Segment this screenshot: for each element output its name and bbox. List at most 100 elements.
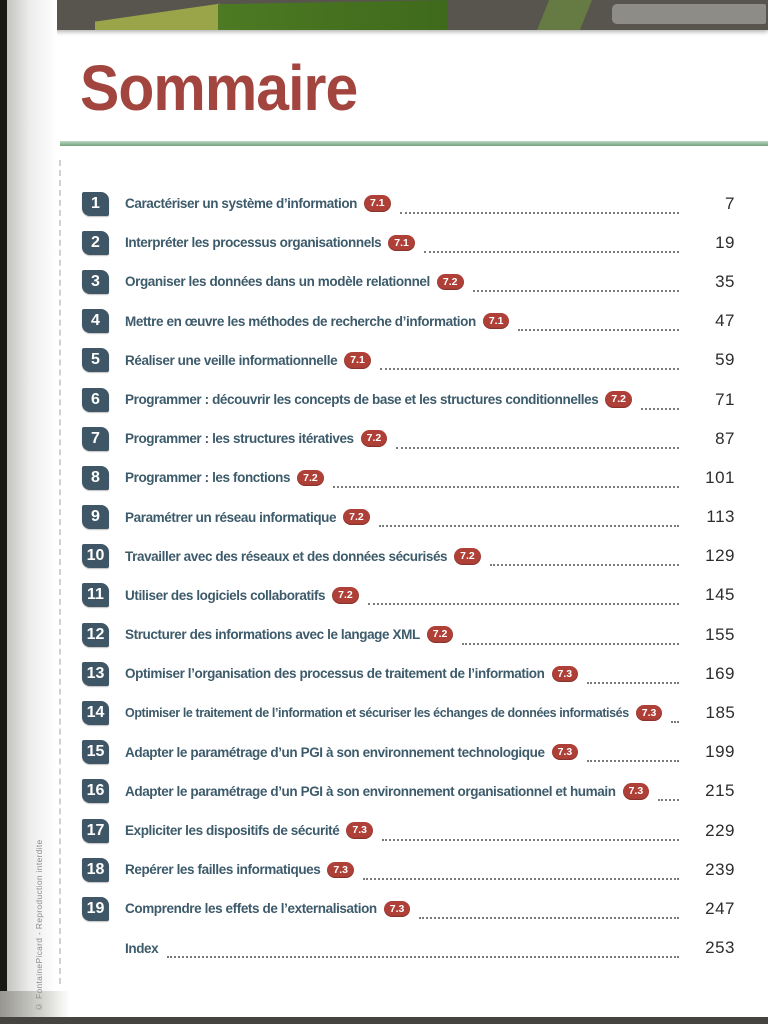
chapter-title: Travailler avec des réseaux et des donné… xyxy=(125,548,448,564)
chapter-title: Repérer les failles informatiques xyxy=(125,862,321,878)
scan-corner-bottom-left xyxy=(0,991,70,1017)
table-of-contents: 1 Caractériser un système d’information … xyxy=(82,184,735,968)
dotted-leader xyxy=(462,625,679,645)
toc-entry: 4 Mettre en œuvre les méthodes de recher… xyxy=(82,302,735,341)
page-title: Sommaire xyxy=(80,52,358,124)
page-number: 155 xyxy=(705,624,735,644)
toc-entry: 18 Repérer les failles informatiques 7.3… xyxy=(82,850,735,889)
page-number: 87 xyxy=(715,428,735,448)
competency-level-badge: 7.3 xyxy=(551,665,579,683)
chapter-number-badge: 5 xyxy=(82,348,109,373)
dotted-leader xyxy=(363,860,679,880)
page-number: 185 xyxy=(705,703,736,723)
toc-entry: 16 Adapter le paramétrage d’un PGI à son… xyxy=(82,772,735,811)
competency-level-badge: 7.2 xyxy=(343,508,370,526)
chapter-title: Programmer : les structures itératives xyxy=(125,431,354,447)
chapter-number-badge: 2 xyxy=(82,230,109,255)
dotted-leader xyxy=(640,390,679,410)
page-number: 145 xyxy=(705,585,735,605)
title-divider-rule xyxy=(60,141,768,146)
toc-entry: Index 253 xyxy=(82,929,735,968)
dotted-leader xyxy=(518,311,679,332)
competency-level-badge: 7.3 xyxy=(327,861,354,879)
page-number: 19 xyxy=(715,232,735,252)
chapter-number-badge: 13 xyxy=(82,661,109,686)
chapter-title: Structurer des informations avec le lang… xyxy=(125,627,420,643)
page-number: 113 xyxy=(706,507,735,527)
page-number: 253 xyxy=(705,938,735,958)
copyright-vertical-text: © FontainePicard - Reproduction interdit… xyxy=(34,839,44,1012)
chapter-number-badge: 12 xyxy=(82,622,109,647)
competency-level-badge: 7.3 xyxy=(622,783,650,800)
page-number: 71 xyxy=(715,389,735,409)
page-number: 129 xyxy=(705,546,735,566)
dotted-leader xyxy=(332,468,679,488)
chapter-number-badge: 4 xyxy=(82,309,109,334)
dotted-leader xyxy=(399,194,679,214)
toc-entry: 8 Programmer : les fonctions 7.2 101 xyxy=(82,458,735,497)
dotted-leader xyxy=(382,821,679,841)
toc-entry: 11 Utiliser des logiciels collaboratifs … xyxy=(82,576,735,615)
competency-level-badge: 7.2 xyxy=(426,626,454,643)
toc-entry: 2 Interpréter les processus organisation… xyxy=(82,223,735,262)
dotted-leader xyxy=(658,781,679,802)
competency-level-badge: 7.1 xyxy=(364,195,391,212)
chapter-number-badge: 3 xyxy=(82,269,109,294)
page-number: 7 xyxy=(725,193,735,213)
dotted-leader xyxy=(489,546,679,567)
chapter-title: Expliciter les dispositifs de sécurité xyxy=(125,823,340,839)
competency-level-badge: 7.2 xyxy=(360,430,388,447)
chapter-number-badge: 19 xyxy=(82,896,109,921)
chapter-title: Utiliser des logiciels collaboratifs xyxy=(125,587,326,603)
page-number: 47 xyxy=(715,311,735,331)
chapter-number-badge: 11 xyxy=(82,583,109,608)
chapter-title: Programmer : les fonctions xyxy=(125,470,291,486)
toc-entry: 3 Organiser les données dans un modèle r… xyxy=(82,262,735,301)
scan-green-block xyxy=(218,0,448,30)
scan-edge-left xyxy=(0,0,7,1024)
page-number: 247 xyxy=(705,898,735,918)
perforation-dashed-line xyxy=(59,160,61,984)
competency-level-badge: 7.3 xyxy=(635,704,663,722)
dotted-leader xyxy=(587,664,679,684)
page-number: 199 xyxy=(705,742,735,762)
chapter-title: Paramétrer un réseau informatique xyxy=(125,509,337,525)
chapter-number-badge: 18 xyxy=(82,857,109,882)
chapter-title: Réaliser une veille informationnelle xyxy=(125,352,338,368)
scan-green-wedge xyxy=(95,3,220,30)
chapter-title: Comprendre les effets de l’externalisati… xyxy=(125,901,377,917)
chapter-number-badge: 15 xyxy=(82,740,109,765)
toc-entry: 19 Comprendre les effets de l’externalis… xyxy=(82,889,735,928)
chapter-title: Optimiser le traitement de l’information… xyxy=(125,706,629,721)
chapter-number-badge: 17 xyxy=(82,818,109,843)
toc-entry: 14 Optimiser le traitement de l’informat… xyxy=(82,693,735,732)
page-curl-shadow xyxy=(7,0,57,1024)
competency-level-badge: 7.3 xyxy=(551,743,579,761)
page-number: 229 xyxy=(705,820,735,840)
toc-entry: 6 Programmer : découvrir les concepts de… xyxy=(82,380,735,419)
toc-entry: 15 Adapter le paramétrage d’un PGI à son… xyxy=(82,733,735,772)
chapter-title: Index xyxy=(125,940,159,956)
chapter-title: Adapter le paramétrage d’un PGI à son en… xyxy=(125,783,616,799)
dotted-leader xyxy=(396,429,679,449)
chapter-number-badge: 7 xyxy=(82,426,109,451)
chapter-number-badge: 16 xyxy=(82,779,109,804)
toc-entry: 7 Programmer : les structures itératives… xyxy=(82,419,735,458)
chapter-number-badge: 10 xyxy=(82,544,109,569)
toc-entry: 12 Structurer des informations avec le l… xyxy=(82,615,735,654)
competency-level-badge: 7.2 xyxy=(436,273,464,291)
dotted-leader xyxy=(472,272,679,292)
dotted-leader xyxy=(587,742,679,763)
dotted-leader xyxy=(379,350,679,371)
dotted-leader xyxy=(419,899,679,919)
chapter-title: Mettre en œuvre les méthodes de recherch… xyxy=(125,313,476,329)
competency-level-badge: 7.3 xyxy=(383,900,411,918)
dotted-leader xyxy=(167,938,679,959)
chapter-title: Organiser les données dans un modèle rel… xyxy=(125,274,430,290)
toc-entry: 9 Paramétrer un réseau informatique 7.2 … xyxy=(82,498,735,537)
page-number: 59 xyxy=(715,350,735,370)
toc-entry: 5 Réaliser une veille informationnelle 7… xyxy=(82,341,735,380)
dotted-leader xyxy=(423,233,679,253)
toc-entry: 13 Optimiser l’organisation des processu… xyxy=(82,654,735,693)
